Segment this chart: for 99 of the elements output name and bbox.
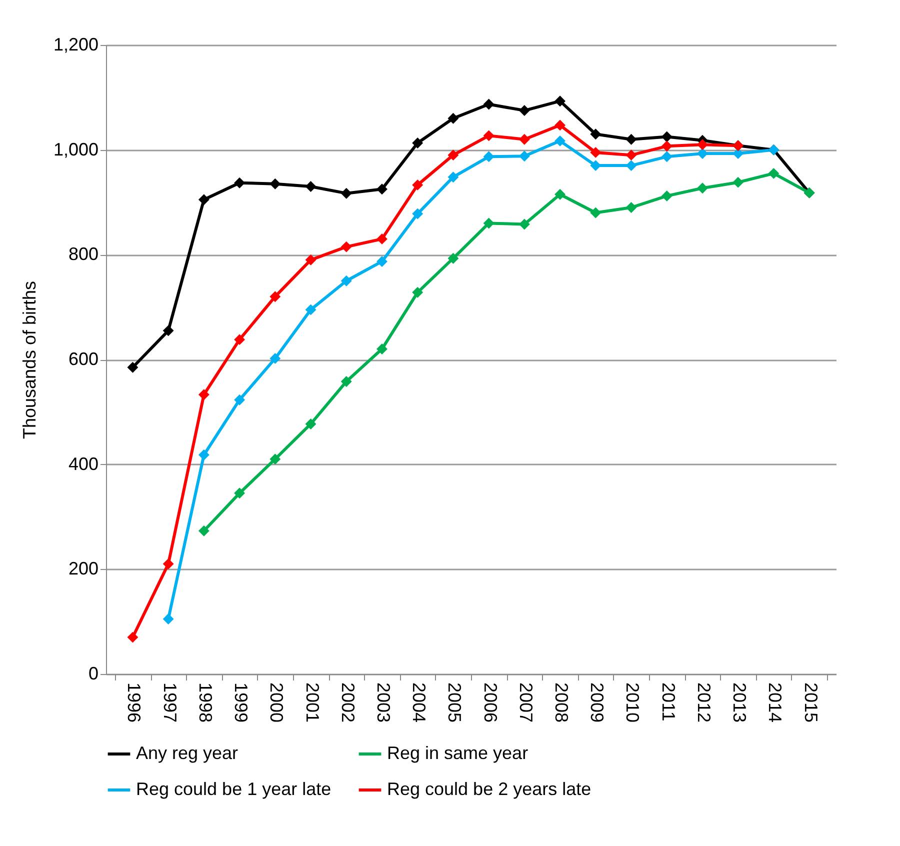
- point: [412, 179, 424, 190]
- point: [590, 146, 602, 158]
- y-tick-label: 0: [88, 664, 98, 684]
- point: [198, 389, 210, 400]
- point: [448, 252, 459, 264]
- point: [305, 304, 316, 316]
- point: [696, 148, 708, 159]
- point: [554, 188, 566, 200]
- point: [162, 613, 174, 624]
- point: [340, 376, 352, 387]
- point: [696, 182, 708, 194]
- x-tick-label: 2011: [658, 682, 678, 722]
- x-tick-label: 2009: [587, 682, 608, 723]
- y-tick-label: 800: [68, 244, 98, 264]
- point: [661, 140, 672, 152]
- legend-label: Reg could be 1 year late: [136, 779, 332, 799]
- point: [483, 151, 494, 162]
- legend-label: Reg could be 2 years late: [387, 779, 592, 799]
- point: [234, 394, 246, 406]
- point: [412, 208, 424, 220]
- y-tick-label: 1,000: [53, 139, 98, 160]
- point: [376, 233, 388, 244]
- legend-label: Any reg year: [136, 743, 238, 763]
- y-tick-label: 200: [68, 558, 98, 579]
- point: [234, 177, 246, 188]
- y-tick-label: 400: [68, 454, 98, 474]
- x-tick-label: 2004: [409, 682, 430, 723]
- point: [483, 130, 494, 142]
- point: [340, 241, 352, 252]
- point: [732, 148, 744, 159]
- point: [554, 120, 566, 131]
- point: [270, 352, 281, 364]
- x-tick-label: 2007: [516, 682, 536, 723]
- point: [305, 418, 316, 430]
- point: [198, 525, 210, 536]
- point: [626, 160, 637, 172]
- point: [661, 190, 672, 202]
- point: [376, 344, 388, 354]
- point: [376, 184, 388, 195]
- point: [127, 632, 138, 643]
- point: [590, 160, 602, 172]
- legend-label: Reg in same year: [387, 743, 528, 763]
- point: [732, 176, 744, 188]
- point: [626, 134, 637, 145]
- point: [270, 291, 281, 302]
- point: [448, 150, 459, 161]
- x-tick-label: 2003: [373, 682, 394, 723]
- y-axis-title: Thousands of births: [19, 280, 40, 440]
- point: [270, 454, 281, 465]
- point: [198, 449, 210, 460]
- point: [234, 488, 246, 499]
- x-tick-label: 2001: [302, 682, 322, 723]
- point: [270, 178, 281, 190]
- x-tick-label: 2010: [622, 682, 643, 723]
- point: [412, 286, 424, 298]
- y-tick-label: 600: [68, 349, 98, 369]
- point: [661, 151, 672, 162]
- point: [448, 172, 459, 183]
- point: [483, 218, 494, 229]
- point: [518, 134, 530, 145]
- point: [518, 218, 530, 230]
- point: [376, 256, 388, 267]
- point: [661, 131, 672, 142]
- x-tick-label: 1998: [195, 682, 216, 723]
- point: [340, 275, 352, 286]
- point: [305, 181, 316, 192]
- point: [518, 105, 530, 116]
- x-tick-label: 2000: [266, 682, 287, 723]
- x-tick-label: 2005: [444, 682, 465, 723]
- point: [554, 96, 566, 107]
- point: [127, 362, 138, 373]
- point: [590, 128, 602, 140]
- x-tick-label: 2013: [730, 682, 750, 723]
- point: [626, 150, 637, 161]
- point: [448, 112, 459, 124]
- x-tick-label: 1996: [124, 682, 144, 723]
- x-tick-label: 1997: [160, 682, 180, 723]
- y-tick-label: 1,200: [53, 34, 98, 54]
- x-tick-label: 2015: [800, 682, 821, 723]
- point: [305, 254, 316, 266]
- x-tick-label: 2014: [765, 682, 786, 723]
- point: [626, 202, 637, 213]
- x-tick-label: 1999: [231, 682, 252, 723]
- x-tick-label: 2006: [480, 682, 500, 723]
- x-tick-label: 2008: [552, 682, 572, 723]
- point: [340, 188, 352, 199]
- point: [162, 325, 174, 336]
- point: [234, 334, 246, 346]
- x-tick-label: 2012: [694, 682, 714, 723]
- x-tick-label: 2002: [338, 682, 358, 723]
- point: [590, 207, 602, 218]
- point: [696, 139, 708, 150]
- point: [483, 98, 494, 110]
- point: [198, 194, 210, 206]
- point: [412, 138, 424, 148]
- point: [518, 150, 530, 162]
- point: [768, 168, 780, 179]
- point: [554, 135, 566, 146]
- point: [162, 558, 174, 570]
